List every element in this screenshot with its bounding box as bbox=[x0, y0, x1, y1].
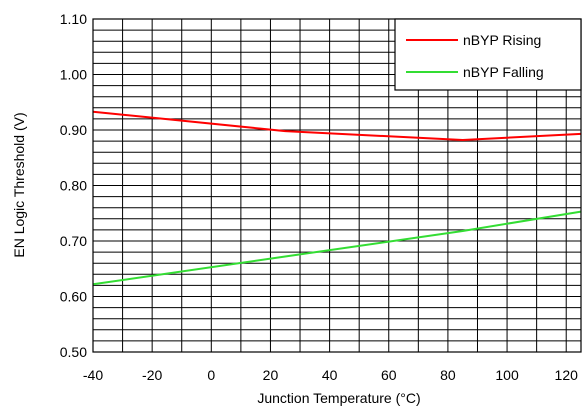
legend: nBYP Rising nBYP Falling bbox=[394, 18, 582, 91]
series-line-nbyp-rising bbox=[92, 110, 582, 141]
y-tick-label: 0.80 bbox=[60, 178, 87, 194]
x-tick-label: 120 bbox=[555, 367, 579, 383]
tick-labels: -40 -20 0 20 40 60 80 100 120 0.50 0.60 0.70 0.80 0.9… bbox=[60, 11, 578, 383]
x-tick-label: -20 bbox=[142, 367, 162, 383]
y-tick-label: 0.70 bbox=[60, 233, 87, 249]
y-tick-label: 0.90 bbox=[60, 122, 87, 138]
y-tick-label: 1.00 bbox=[60, 67, 87, 83]
legend-label-nbyp-rising: nBYP Rising bbox=[463, 32, 541, 48]
x-tick-label: 0 bbox=[207, 367, 215, 383]
x-tick-label: 20 bbox=[263, 367, 279, 383]
x-tick-label: 100 bbox=[495, 367, 519, 383]
x-tick-label: 40 bbox=[322, 367, 338, 383]
x-tick-label: 60 bbox=[381, 367, 397, 383]
y-tick-label: 0.50 bbox=[60, 344, 87, 360]
x-tick-label: -40 bbox=[83, 367, 103, 383]
y-tick-label: 0.60 bbox=[60, 289, 87, 305]
legend-box bbox=[394, 18, 582, 91]
x-tick-label: 80 bbox=[440, 367, 456, 383]
y-tick-label: 1.10 bbox=[60, 11, 87, 27]
legend-label-nbyp-falling: nBYP Falling bbox=[463, 64, 544, 80]
x-axis-title: Junction Temperature (°C) bbox=[257, 390, 420, 406]
series-lines bbox=[92, 110, 582, 286]
series-line-nbyp-falling bbox=[92, 210, 582, 286]
y-axis-title: EN Logic Threshold (V) bbox=[11, 112, 27, 257]
plot-frame bbox=[92, 18, 582, 353]
